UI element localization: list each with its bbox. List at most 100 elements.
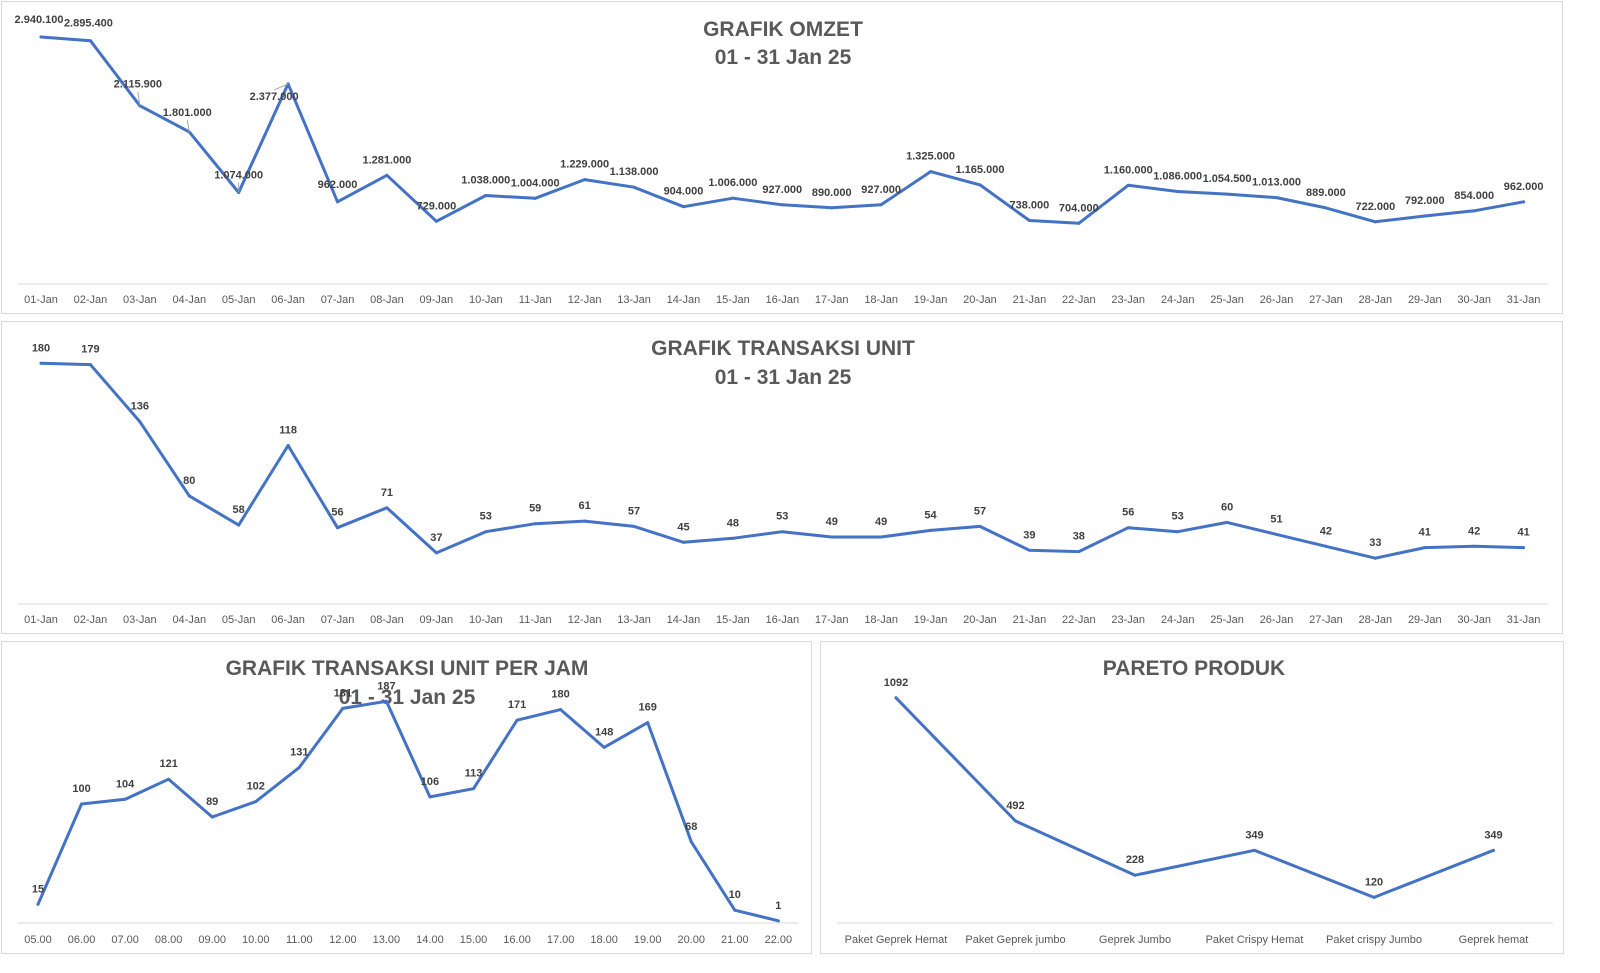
data-point bbox=[632, 524, 636, 528]
data-point bbox=[533, 196, 537, 200]
x-tick-label: 07.00 bbox=[111, 934, 139, 946]
data-label: 49 bbox=[826, 516, 838, 528]
data-label: 10 bbox=[729, 889, 741, 901]
x-tick-label: 18-Jan bbox=[864, 294, 898, 306]
chart-title: PARETO PRODUK bbox=[1103, 657, 1285, 680]
data-label: 792.000 bbox=[1405, 195, 1445, 207]
data-point bbox=[1373, 556, 1377, 560]
data-label: 148 bbox=[595, 726, 613, 738]
data-label: 131 bbox=[290, 746, 308, 758]
data-label: 729.000 bbox=[416, 200, 456, 212]
label-leader-line bbox=[137, 91, 141, 106]
data-label: 492 bbox=[1006, 800, 1024, 812]
data-point bbox=[1423, 214, 1427, 218]
x-tick-label: 25-Jan bbox=[1210, 294, 1244, 306]
x-tick-label: Geprek hemat bbox=[1459, 934, 1529, 946]
data-label: 68 bbox=[685, 821, 697, 833]
data-point bbox=[583, 519, 587, 523]
data-point bbox=[515, 718, 519, 722]
data-label: 1.038.000 bbox=[461, 175, 510, 187]
data-point bbox=[1133, 873, 1137, 877]
label-leader-line bbox=[273, 83, 289, 91]
data-label: 722.000 bbox=[1355, 201, 1395, 213]
x-tick-label: Paket crispy Jumbo bbox=[1326, 934, 1422, 946]
x-tick-label: 06.00 bbox=[68, 934, 96, 946]
data-label: 61 bbox=[578, 500, 590, 512]
data-point bbox=[1225, 520, 1229, 524]
data-point bbox=[780, 530, 784, 534]
data-label: 71 bbox=[381, 487, 393, 499]
data-label: 890.000 bbox=[812, 187, 852, 199]
data-label: 41 bbox=[1419, 527, 1431, 539]
data-point bbox=[434, 551, 438, 555]
data-label: 1.004.000 bbox=[511, 177, 560, 189]
x-tick-label: 21.00 bbox=[721, 934, 749, 946]
data-label: 89 bbox=[206, 796, 218, 808]
data-point bbox=[879, 203, 883, 207]
x-tick-label: 09.00 bbox=[198, 934, 226, 946]
data-label: 59 bbox=[529, 503, 541, 515]
data-point bbox=[583, 178, 587, 182]
data-point bbox=[533, 522, 537, 526]
data-point bbox=[978, 183, 982, 187]
data-label: 53 bbox=[776, 511, 788, 523]
x-tick-label: 03-Jan bbox=[123, 614, 157, 626]
data-point bbox=[1077, 221, 1081, 225]
data-label: 349 bbox=[1484, 829, 1502, 841]
data-label: 1.160.000 bbox=[1104, 164, 1153, 176]
data-point bbox=[1372, 895, 1376, 899]
x-tick-label: 13-Jan bbox=[617, 294, 651, 306]
data-label: 58 bbox=[233, 504, 245, 516]
data-label: 42 bbox=[1468, 525, 1480, 537]
data-point bbox=[336, 200, 340, 204]
data-point bbox=[336, 526, 340, 530]
data-label: 962.000 bbox=[1504, 181, 1544, 193]
x-tick-label: 23-Jan bbox=[1111, 294, 1145, 306]
series-line bbox=[39, 361, 1526, 560]
data-label: 927.000 bbox=[861, 184, 901, 196]
x-tick-label: 03-Jan bbox=[123, 294, 157, 306]
data-point bbox=[484, 530, 488, 534]
data-point bbox=[681, 540, 685, 544]
data-label: 180 bbox=[551, 689, 569, 701]
data-label: 48 bbox=[727, 517, 739, 529]
data-point bbox=[167, 777, 171, 781]
data-point bbox=[830, 535, 834, 539]
data-point bbox=[929, 170, 933, 174]
x-tick-label: 02-Jan bbox=[74, 614, 108, 626]
data-point bbox=[1423, 546, 1427, 550]
data-label: 889.000 bbox=[1306, 187, 1346, 199]
data-point bbox=[472, 787, 475, 791]
data-label: 1.013.000 bbox=[1252, 177, 1301, 189]
data-label: 349 bbox=[1245, 829, 1263, 841]
data-point bbox=[689, 840, 693, 844]
x-tick-label: 28-Jan bbox=[1359, 294, 1393, 306]
data-label: 1.086.000 bbox=[1153, 171, 1202, 183]
x-tick-label: 23-Jan bbox=[1111, 614, 1145, 626]
data-label: 51 bbox=[1270, 513, 1282, 525]
data-label: 57 bbox=[974, 505, 986, 517]
data-label: 102 bbox=[247, 781, 265, 793]
data-point bbox=[341, 706, 345, 710]
x-tick-label: 16-Jan bbox=[765, 614, 799, 626]
x-tick-label: 13.00 bbox=[373, 934, 401, 946]
x-tick-label: 11-Jan bbox=[519, 294, 552, 306]
data-label: 45 bbox=[677, 521, 689, 533]
data-point bbox=[1225, 192, 1229, 196]
x-tick-label: 16.00 bbox=[503, 934, 531, 946]
x-tick-label: 19.00 bbox=[634, 934, 662, 946]
data-label: 1.325.000 bbox=[906, 151, 955, 163]
data-point bbox=[88, 363, 92, 367]
x-tick-label: 12-Jan bbox=[568, 614, 602, 626]
x-tick-label: 17-Jan bbox=[815, 294, 849, 306]
x-tick-label: 01-Jan bbox=[24, 294, 58, 306]
data-label: 80 bbox=[183, 475, 195, 487]
x-tick-label: 11-Jan bbox=[519, 614, 552, 626]
data-label: 179 bbox=[81, 344, 99, 356]
data-label: 738.000 bbox=[1010, 200, 1050, 212]
data-label: 100 bbox=[72, 783, 90, 795]
x-tick-label: 12-Jan bbox=[568, 294, 602, 306]
data-label: 181 bbox=[334, 687, 352, 699]
data-point bbox=[237, 523, 241, 527]
data-label: 962.000 bbox=[318, 179, 358, 191]
